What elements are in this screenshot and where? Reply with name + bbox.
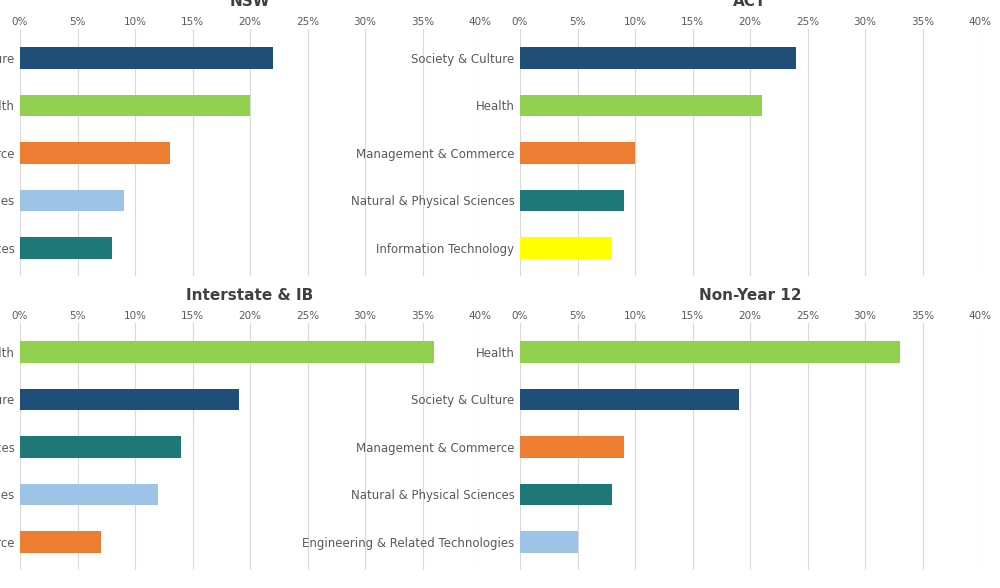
Bar [20, 341, 434, 363]
Bar [520, 484, 612, 505]
Title: ACT: ACT [733, 0, 767, 8]
Bar [520, 436, 624, 457]
Title: Interstate & IB: Interstate & IB [186, 288, 314, 302]
Bar [20, 190, 124, 211]
Bar [520, 190, 624, 211]
Bar [20, 389, 239, 410]
Bar [20, 531, 101, 553]
Bar [520, 531, 578, 553]
Bar [520, 237, 612, 259]
Bar [20, 484, 158, 505]
Bar [520, 389, 738, 410]
Bar [520, 142, 635, 163]
Bar [520, 47, 796, 69]
Bar [20, 436, 181, 457]
Bar [520, 95, 762, 116]
Bar [20, 237, 112, 259]
Title: NSW: NSW [230, 0, 270, 8]
Title: Non-Year 12: Non-Year 12 [699, 288, 801, 302]
Bar [520, 341, 900, 363]
Bar [20, 142, 170, 163]
Bar [20, 47, 273, 69]
Bar [20, 95, 250, 116]
